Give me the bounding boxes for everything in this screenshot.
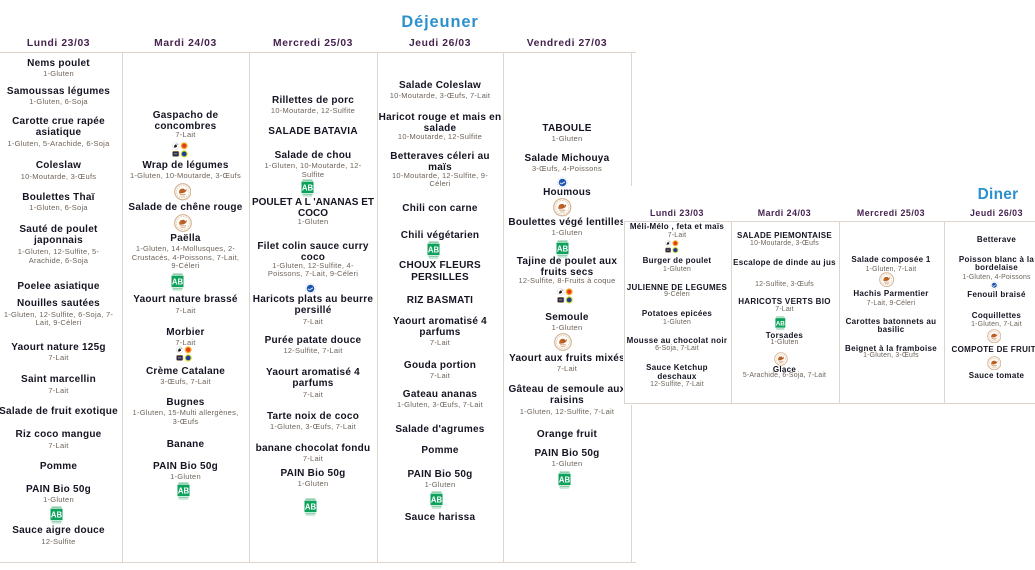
svg-text:AB: AB (50, 510, 62, 519)
svg-text:AB: AB (172, 277, 184, 286)
svg-text:AB: AB (776, 320, 786, 327)
svg-text:AB: AB (177, 487, 189, 496)
svg-text:AB: AB (304, 502, 316, 511)
svg-text:AB: AB (427, 246, 439, 255)
svg-text:AB: AB (431, 496, 443, 505)
svg-text:AB: AB (558, 475, 570, 484)
svg-text:AB: AB (557, 245, 569, 254)
svg-text:AB: AB (301, 184, 313, 193)
